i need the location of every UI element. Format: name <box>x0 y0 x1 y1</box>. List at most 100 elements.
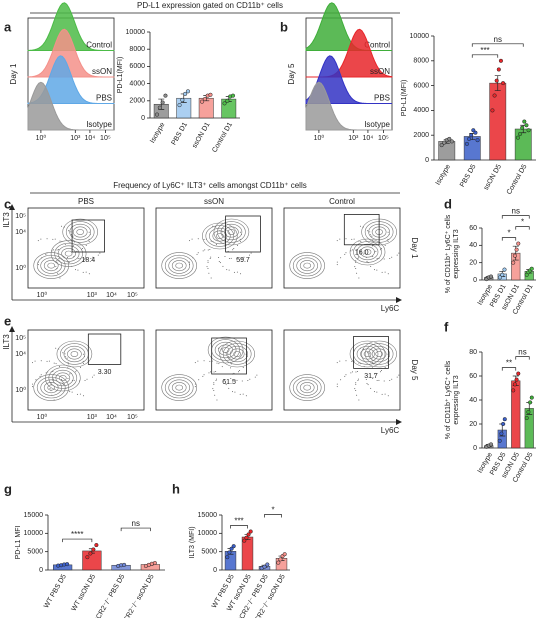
event-dot <box>225 384 227 386</box>
section-header: PD-L1 expression gated on CD11b⁺ cells <box>137 1 283 10</box>
data-point <box>528 400 533 405</box>
event-dot <box>384 244 386 246</box>
event-dot <box>344 253 346 255</box>
data-point <box>231 544 236 549</box>
significance-label: ns <box>494 35 502 44</box>
significance-bracket <box>120 527 151 532</box>
x-tick-label: PBS D1 <box>171 121 190 146</box>
contour <box>43 260 59 272</box>
data-point <box>227 550 232 555</box>
event-dot <box>71 391 73 393</box>
data-point <box>199 99 205 104</box>
significance-label: ns <box>512 207 520 216</box>
data-point <box>248 529 253 534</box>
y-axis-label: PD-L1(MFI) <box>401 80 408 117</box>
event-dot <box>358 362 360 364</box>
event-dot <box>367 230 369 232</box>
event-dot <box>58 366 60 368</box>
event-dot <box>345 238 347 240</box>
contour <box>36 376 66 399</box>
event-dot <box>233 247 235 249</box>
histogram <box>27 81 114 131</box>
event-dot <box>355 371 357 373</box>
y-tick-label: 8000 <box>413 58 429 65</box>
x-tick-label: 10⁵ <box>127 414 138 421</box>
histogram <box>305 55 392 104</box>
y-tick-label: 0 <box>141 115 145 122</box>
event-dot <box>45 253 47 255</box>
event-dot <box>248 254 250 256</box>
data-point <box>488 442 494 447</box>
y-tick-label: 20 <box>469 421 477 428</box>
contour <box>168 257 190 274</box>
event-dot <box>370 265 372 267</box>
data-point <box>157 105 162 110</box>
event-dot <box>383 380 385 382</box>
significance-bracket <box>230 525 248 529</box>
contour <box>70 351 79 357</box>
contour <box>220 223 243 241</box>
event-dot <box>376 269 378 271</box>
error-bar <box>494 75 501 91</box>
event-dot <box>398 374 400 376</box>
x-tick-label: Isotype <box>435 163 452 186</box>
event-dot <box>32 362 34 364</box>
gate-percentage: 3.30 <box>98 369 112 376</box>
event-dot <box>68 262 70 264</box>
data-point <box>160 100 165 105</box>
day-label: Day 1 <box>9 63 18 84</box>
data-point <box>439 143 444 148</box>
event-dot <box>236 271 238 273</box>
gate-percentage: 31.7 <box>364 373 378 380</box>
event-dot <box>214 394 216 396</box>
event-dot <box>52 238 54 240</box>
contour <box>361 340 397 368</box>
panel-letter: a <box>4 19 12 34</box>
y-tick-label: 15000 <box>24 512 44 519</box>
significance-label: * <box>507 229 510 238</box>
y-tick-label: 4000 <box>129 80 145 87</box>
event-dot <box>336 264 338 266</box>
event-dot <box>218 261 220 263</box>
event-dot <box>350 250 352 252</box>
event-dot <box>67 361 69 363</box>
event-dot <box>197 360 199 362</box>
event-dot <box>239 240 241 242</box>
contour <box>363 351 372 357</box>
contour <box>360 348 375 360</box>
histogram <box>27 2 115 51</box>
gate <box>343 213 380 246</box>
arrow-head <box>9 204 15 210</box>
x-tick-label: 10⁰ <box>36 134 47 142</box>
contour <box>64 250 73 257</box>
x-tick-label: 10⁴ <box>85 135 96 142</box>
event-dot <box>365 379 367 381</box>
event-dot <box>355 260 357 262</box>
event-dot <box>356 394 358 396</box>
event-dot <box>369 231 371 233</box>
event-dot <box>242 393 244 395</box>
event-dot <box>247 380 249 382</box>
contour <box>292 254 322 277</box>
event-dot <box>66 257 68 259</box>
event-dot <box>372 239 374 241</box>
contour <box>202 222 238 250</box>
histogram-label: ssON <box>92 67 112 76</box>
event-dot <box>345 360 347 362</box>
contour <box>207 336 244 364</box>
event-dot <box>370 387 372 389</box>
contour <box>364 343 394 365</box>
x-tick-label: WT PBS D5 <box>43 573 68 609</box>
data-point <box>502 267 507 272</box>
histogram-label: ssON <box>370 67 390 76</box>
contour <box>216 233 224 239</box>
event-dot <box>366 383 368 385</box>
data-point <box>529 266 534 271</box>
data-point <box>185 89 191 94</box>
event-dot <box>40 374 42 376</box>
y-tick-label: 6000 <box>129 63 145 70</box>
event-dot <box>226 269 228 271</box>
contour <box>217 221 246 243</box>
panel-letter: b <box>280 19 288 34</box>
gate <box>211 337 247 375</box>
